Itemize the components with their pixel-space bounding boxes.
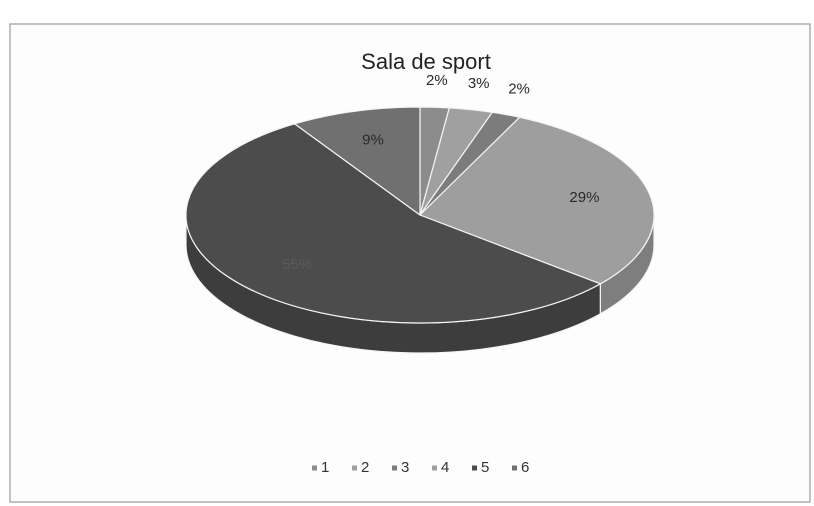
legend-marker xyxy=(312,465,317,471)
chart-title: Sala de sport xyxy=(361,49,491,74)
legend-label: 4 xyxy=(441,459,449,476)
legend-marker xyxy=(472,465,477,471)
slice xyxy=(418,116,655,285)
data-label: 29% xyxy=(569,189,599,206)
data-label: 3% xyxy=(468,75,490,92)
data-label: 9% xyxy=(362,131,384,148)
legend-label: 2 xyxy=(361,459,369,476)
data-label: 2% xyxy=(426,72,448,89)
legend: 1 2 3 4 5 6 xyxy=(312,459,529,476)
slice xyxy=(185,123,602,324)
legend-marker xyxy=(352,465,357,471)
data-label: 2% xyxy=(508,80,530,97)
legend-label: 3 xyxy=(401,459,409,476)
legend-marker xyxy=(512,465,517,471)
legend-marker xyxy=(392,465,397,471)
legend-label: 1 xyxy=(321,459,329,476)
legend-label: 6 xyxy=(521,459,529,476)
data-label: 55% xyxy=(282,256,312,273)
slice xyxy=(293,106,421,217)
pie: 2% 3% 2% 29% 55% 9% xyxy=(185,72,655,354)
legend-marker xyxy=(432,465,437,471)
legend-label: 5 xyxy=(481,459,489,476)
